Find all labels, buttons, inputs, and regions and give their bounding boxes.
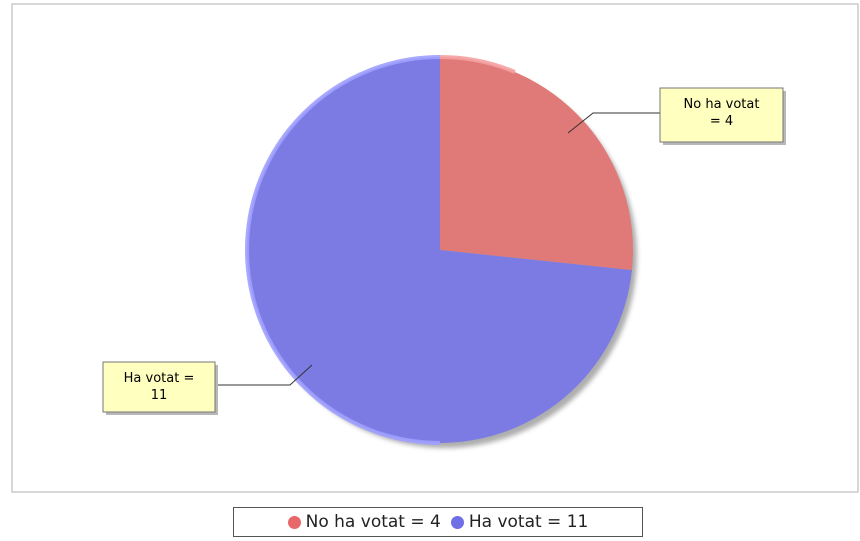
legend-label-ha-votat: Ha votat = 11 — [469, 512, 589, 532]
legend: No ha votat = 4 Ha votat = 11 — [233, 507, 643, 537]
legend-item-ha-votat: Ha votat = 11 — [451, 512, 589, 532]
legend-swatch-no-ha-votat — [288, 516, 301, 529]
callout-line-text-no-ha-votat-0: No ha votat — [684, 97, 760, 112]
legend-item-no-ha-votat: No ha votat = 4 — [288, 512, 441, 532]
callout-line-text-ha-votat-0: Ha votat = — [124, 371, 195, 386]
legend-swatch-ha-votat — [451, 516, 464, 529]
pie-slices — [247, 57, 633, 443]
callout-line-text-no-ha-votat-1: = 4 — [710, 114, 733, 129]
legend-label-no-ha-votat: No ha votat = 4 — [306, 512, 441, 532]
callout-line-text-ha-votat-1: 11 — [151, 388, 168, 403]
callout-box-ha-votat — [103, 362, 215, 412]
